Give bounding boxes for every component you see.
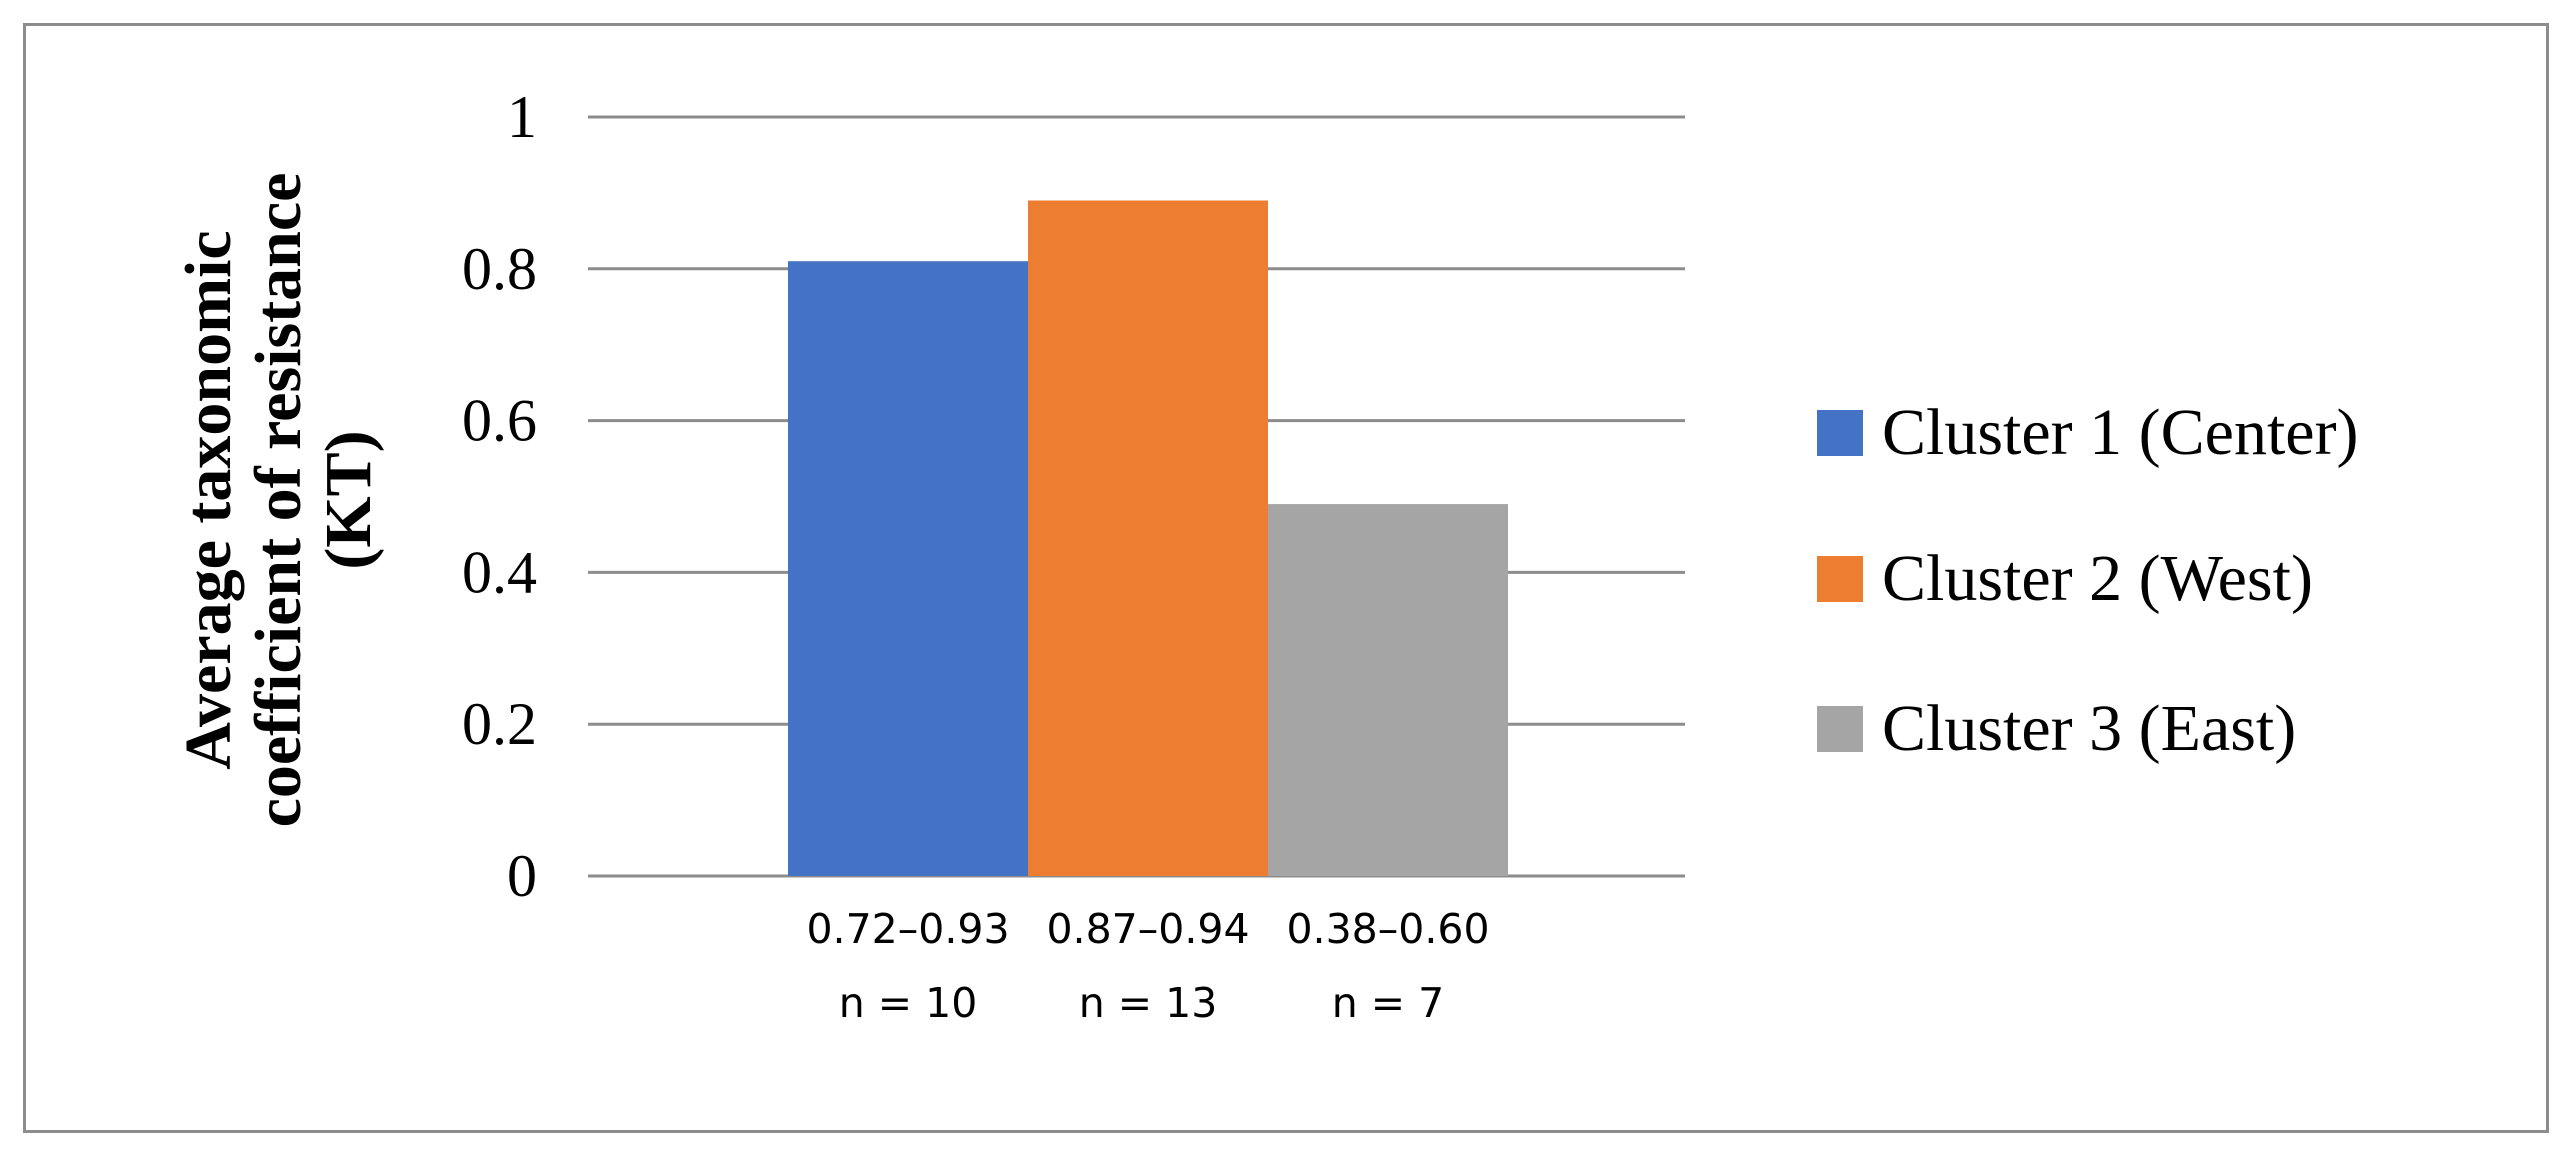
- legend-swatch: [1817, 706, 1863, 752]
- y-tick-label: 0.2: [462, 691, 537, 757]
- bar: [1028, 200, 1268, 877]
- y-axis-label-line: (KT): [312, 430, 385, 569]
- legend: Cluster 1 (Center) Cluster 2 (West) Cluste…: [1817, 396, 2359, 765]
- bars: [788, 200, 1508, 877]
- y-tick-label: 1: [507, 84, 537, 150]
- category-count-label: n = 7: [1332, 979, 1445, 1027]
- y-tick-label: 0.6: [462, 388, 537, 454]
- legend-swatch: [1817, 410, 1863, 456]
- legend-swatch: [1817, 556, 1863, 602]
- category-count-label: n = 13: [1079, 979, 1218, 1027]
- bar: [788, 261, 1028, 877]
- y-tick-labels: 0 0.2 0.4 0.6 0.8 1: [462, 84, 537, 909]
- legend-label: Cluster 3 (East): [1882, 692, 2296, 765]
- y-tick-label: 0.4: [462, 539, 537, 605]
- y-tick-label: 0.8: [462, 236, 537, 302]
- category-label: 0.38–0.60: [1286, 905, 1489, 953]
- category-label: 0.87–0.94: [1046, 905, 1249, 953]
- category-label: 0.72–0.93: [806, 905, 1009, 953]
- legend-label: Cluster 1 (Center): [1882, 396, 2359, 469]
- y-axis-label-line: Average taxonomic: [172, 230, 245, 769]
- category-labels: 0.72–0.93 n = 10 0.87–0.94 n = 13 0.38–0.60 n…: [806, 905, 1489, 1027]
- bar: [1268, 504, 1508, 876]
- category-count-label: n = 10: [839, 979, 978, 1027]
- legend-label: Cluster 2 (West): [1882, 542, 2313, 615]
- y-tick-label: 0: [507, 843, 537, 909]
- y-axis-label-line: coefficient of resistance: [242, 173, 315, 828]
